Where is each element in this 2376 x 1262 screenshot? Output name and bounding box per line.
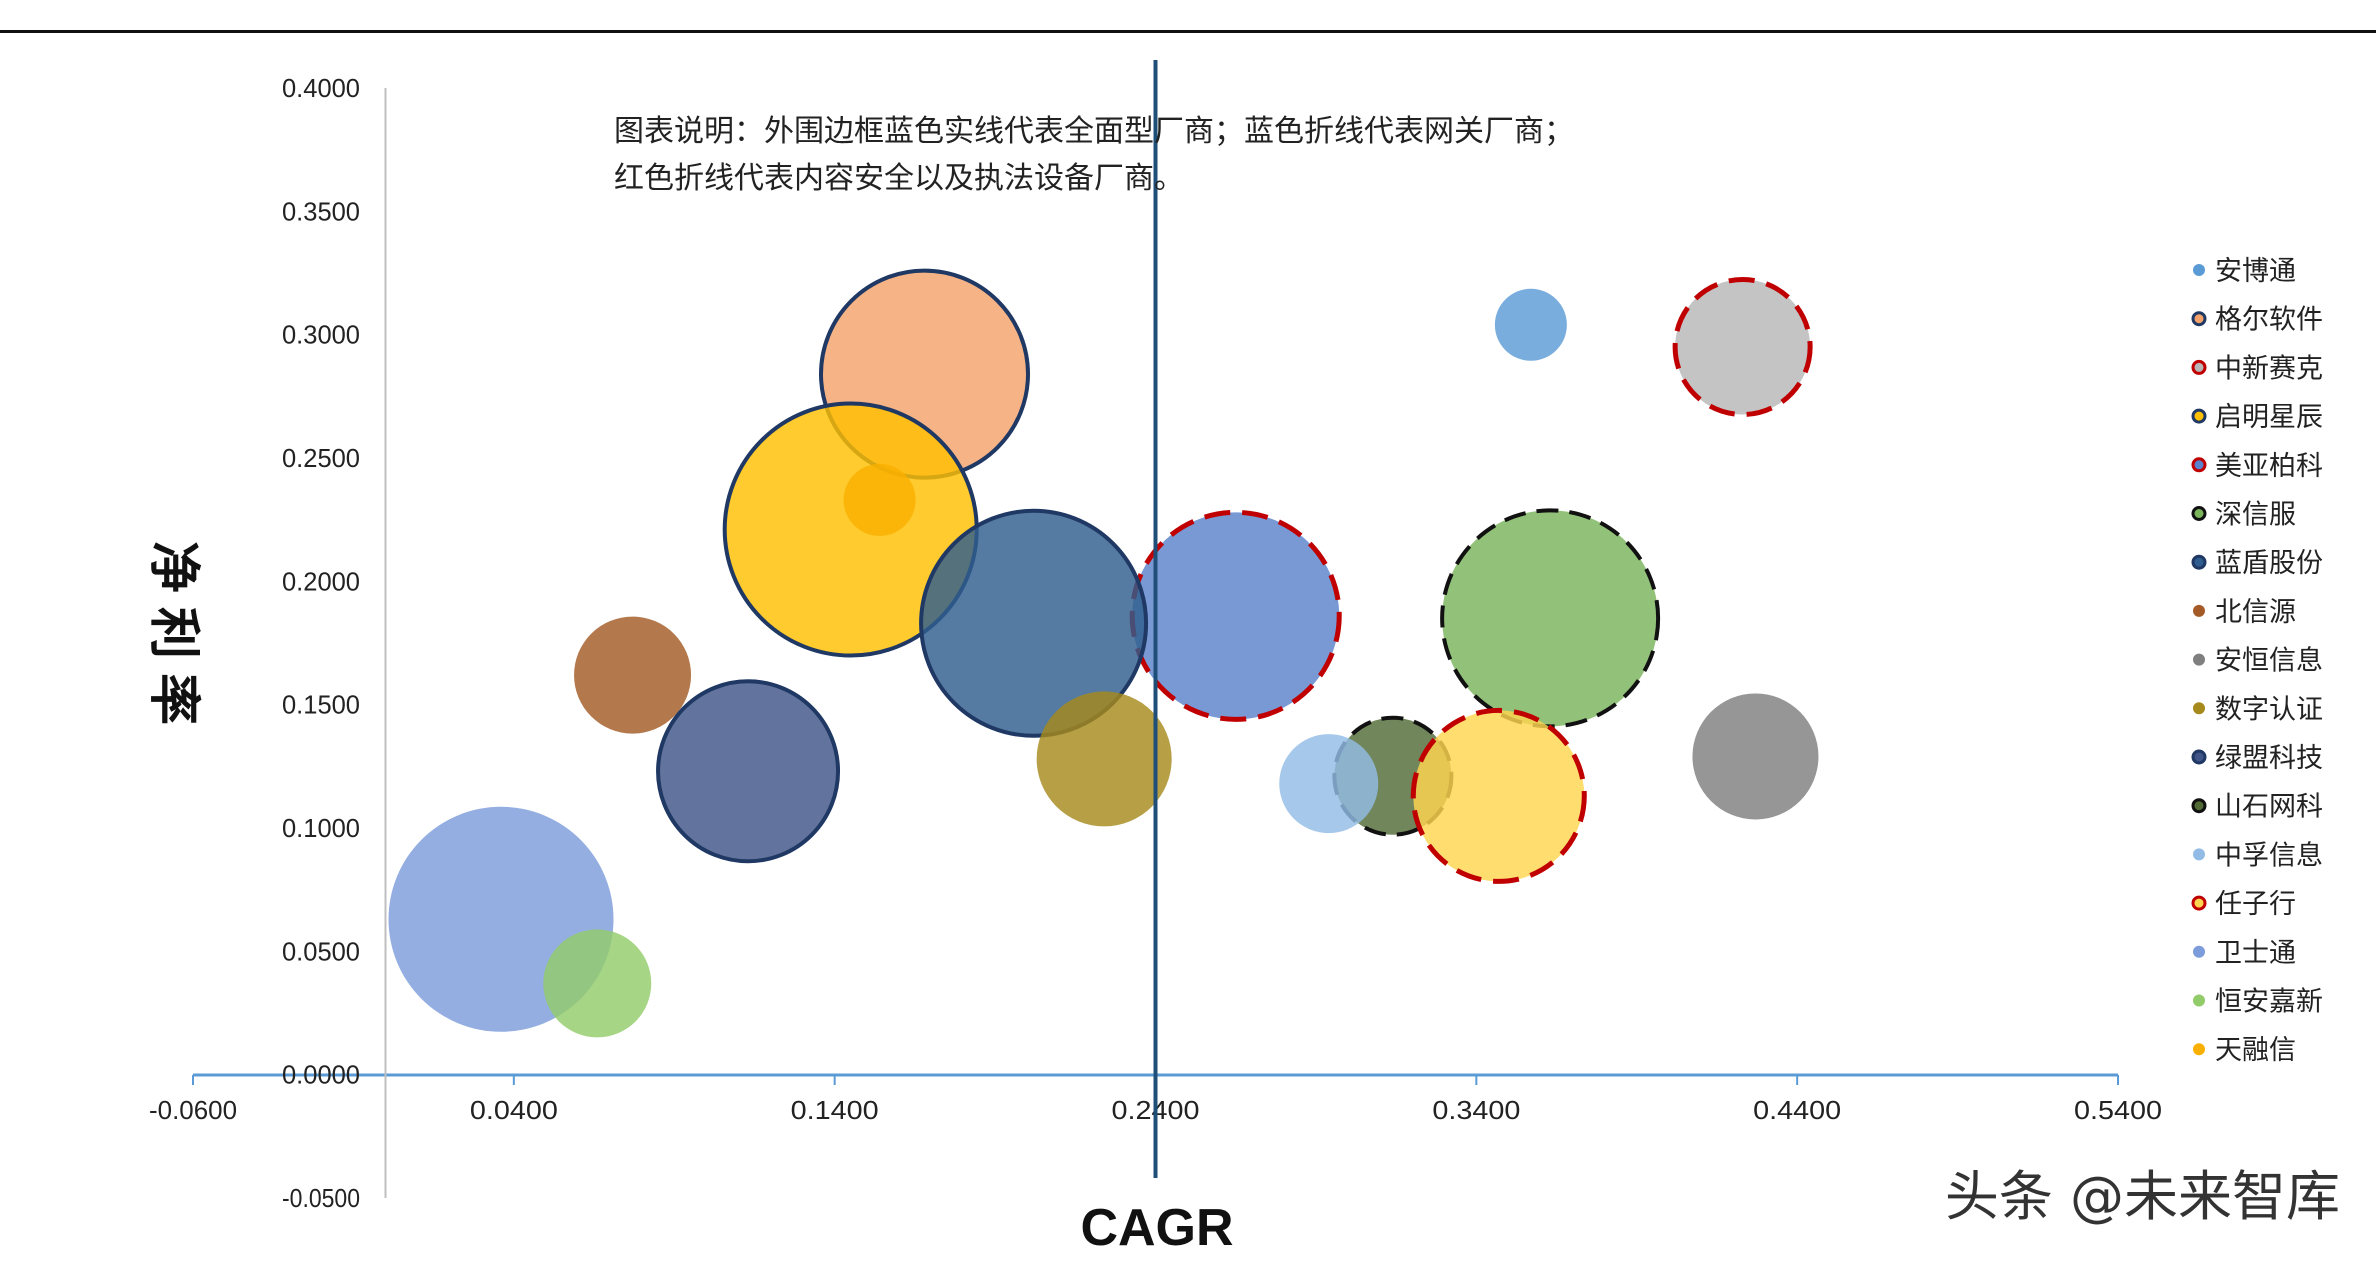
legend-label: 山石网科 [2215, 792, 2323, 823]
legend-label: 绿盟科技 [2215, 743, 2323, 774]
bubble-point [1672, 277, 1813, 417]
legend-label: 数字认证 [2215, 694, 2323, 725]
legend-label: 恒安嘉新 [2215, 987, 2323, 1018]
legend-marker [2191, 749, 2207, 765]
legend-label: 中孚信息 [2215, 840, 2323, 871]
legend-label: 格尔软件 [2215, 305, 2323, 336]
bubble-point [843, 463, 916, 536]
bubble-point [574, 616, 692, 734]
legend-label: 中新赛克 [2215, 353, 2323, 384]
x-tick-label: 0.1400 [791, 1095, 879, 1125]
legend-label: 安恒信息 [2215, 646, 2323, 677]
legend-label: 天融信 [2215, 1035, 2296, 1066]
legend-marker [2193, 702, 2205, 715]
bubble-point [543, 929, 652, 1038]
legend-marker [2191, 895, 2207, 911]
y-tick-label: 0.2500 [282, 443, 360, 473]
legend-marker [2191, 554, 2207, 570]
legend-label: 深信服 [2215, 500, 2296, 531]
legend-label: 卫士通 [2215, 938, 2296, 969]
bubble-point [1129, 509, 1342, 722]
chart-note-line-1: 图表说明：外围边框蓝色实线代表全面型厂商；蓝色折线代表网关厂商； [614, 114, 1574, 149]
legend-marker [2191, 359, 2207, 375]
y-tick-label: 0.4000 [282, 73, 360, 103]
y-tick-label: -0.0500 [282, 1183, 360, 1213]
chart-note-line-2: 红色折线代表内容安全以及执法设备厂商。 [614, 161, 1184, 196]
x-tick-label: 0.4400 [1753, 1095, 1841, 1125]
bubble-point [656, 679, 841, 864]
bubble-point [1036, 691, 1172, 827]
y-tick-label: 0.1500 [282, 690, 360, 720]
bubble-point [1279, 734, 1379, 834]
legend-marker [2193, 848, 2205, 861]
legend-marker [2191, 408, 2207, 424]
legend-marker [2193, 1043, 2205, 1056]
legend-label: 启明星辰 [2215, 402, 2323, 433]
y-tick-label: 0.1000 [282, 813, 360, 843]
y-axis-title: 净利率 [144, 541, 202, 739]
y-tick-label: 0.0000 [282, 1060, 360, 1090]
legend: 安博通格尔软件中新赛克启明星辰美亚柏科深信服蓝盾股份北信源安恒信息数字认证绿盟科… [2191, 256, 2323, 1066]
legend-marker [2191, 506, 2207, 521]
legend-marker [2191, 798, 2207, 814]
bubble-point [1692, 693, 1819, 820]
legend-marker [2193, 604, 2205, 617]
legend-label: 任子行 [2215, 889, 2296, 920]
y-tick-label: 0.3500 [282, 196, 360, 226]
x-tick-label: 0.0400 [470, 1095, 558, 1125]
bubble-point [1410, 707, 1587, 884]
axes: -0.06000.04000.14000.24000.34000.44000.5… [149, 73, 2162, 1213]
legend-marker [2193, 264, 2205, 276]
x-tick-label: 0.5400 [2074, 1095, 2162, 1125]
x-tick-label: -0.0600 [149, 1095, 237, 1125]
legend-label: 北信源 [2215, 597, 2296, 628]
bubble-point [1494, 288, 1567, 361]
legend-label: 蓝盾股份 [2215, 548, 2323, 579]
top-rule [0, 30, 2376, 33]
watermark: 头条 @未来智库 [1945, 1165, 2340, 1228]
y-tick-label: 0.0500 [282, 936, 360, 966]
legend-label: 安博通 [2215, 256, 2296, 287]
x-axis-title: CAGR [1080, 1199, 1233, 1257]
x-tick-label: 0.3400 [1432, 1095, 1520, 1125]
bubble-point [919, 508, 1149, 738]
bubbles [388, 268, 1819, 1038]
y-tick-label: 0.2000 [282, 566, 360, 596]
y-tick-label: 0.3000 [282, 320, 360, 350]
legend-marker [2193, 994, 2205, 1007]
legend-marker [2191, 457, 2207, 473]
legend-marker [2193, 945, 2205, 958]
legend-marker [2193, 653, 2205, 666]
legend-marker [2191, 311, 2207, 327]
bubble-point [1440, 508, 1661, 729]
legend-label: 美亚柏科 [2215, 451, 2323, 482]
